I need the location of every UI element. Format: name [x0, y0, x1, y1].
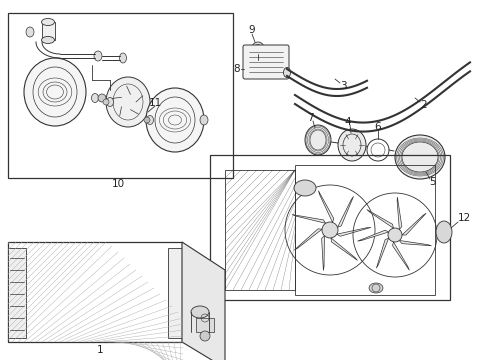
Ellipse shape [24, 58, 86, 126]
Circle shape [388, 228, 402, 242]
Text: 6: 6 [375, 122, 381, 132]
Ellipse shape [284, 68, 291, 77]
Circle shape [98, 94, 106, 102]
Ellipse shape [146, 88, 204, 152]
Polygon shape [392, 242, 409, 270]
Text: 10: 10 [111, 179, 124, 189]
Ellipse shape [200, 115, 208, 125]
Ellipse shape [147, 116, 153, 125]
Ellipse shape [106, 77, 150, 127]
Circle shape [144, 117, 150, 123]
Ellipse shape [436, 221, 452, 243]
Ellipse shape [369, 283, 383, 293]
Circle shape [103, 99, 109, 105]
Ellipse shape [42, 36, 54, 44]
Ellipse shape [94, 51, 102, 61]
Bar [295, 165, 435, 295]
Polygon shape [367, 210, 393, 228]
Polygon shape [318, 191, 334, 222]
Polygon shape [182, 242, 225, 360]
Polygon shape [376, 238, 389, 268]
Bar [8, 248, 26, 338]
Ellipse shape [26, 27, 34, 37]
Text: 11: 11 [148, 98, 162, 108]
Ellipse shape [294, 180, 316, 196]
Ellipse shape [305, 125, 331, 155]
Polygon shape [321, 236, 324, 270]
Bar [225, 170, 295, 290]
Circle shape [200, 331, 210, 341]
Circle shape [252, 42, 264, 54]
Bar [168, 248, 186, 338]
Text: 9: 9 [249, 25, 255, 35]
Bar [8, 13, 233, 178]
Polygon shape [337, 228, 371, 236]
Ellipse shape [92, 94, 98, 103]
Ellipse shape [120, 53, 126, 63]
Polygon shape [292, 215, 326, 223]
Polygon shape [358, 230, 389, 241]
Bar [210, 155, 450, 300]
Polygon shape [402, 213, 426, 235]
Text: 3: 3 [340, 81, 346, 91]
Ellipse shape [42, 18, 54, 26]
FancyBboxPatch shape [243, 45, 289, 79]
Polygon shape [294, 229, 322, 250]
Polygon shape [399, 240, 432, 246]
Polygon shape [397, 197, 402, 230]
Text: 4: 4 [344, 117, 351, 127]
Bar [196, 318, 214, 332]
Ellipse shape [191, 306, 209, 318]
Text: 2: 2 [420, 100, 427, 110]
Polygon shape [338, 197, 353, 227]
Circle shape [322, 222, 338, 238]
Text: 1: 1 [97, 345, 103, 355]
Ellipse shape [338, 129, 366, 161]
Text: 7: 7 [307, 113, 313, 123]
Text: 8: 8 [233, 64, 240, 74]
Polygon shape [331, 238, 358, 260]
Polygon shape [42, 22, 55, 40]
Ellipse shape [395, 135, 445, 179]
Text: 5: 5 [429, 177, 435, 187]
Ellipse shape [106, 98, 114, 107]
Text: 12: 12 [458, 213, 471, 223]
